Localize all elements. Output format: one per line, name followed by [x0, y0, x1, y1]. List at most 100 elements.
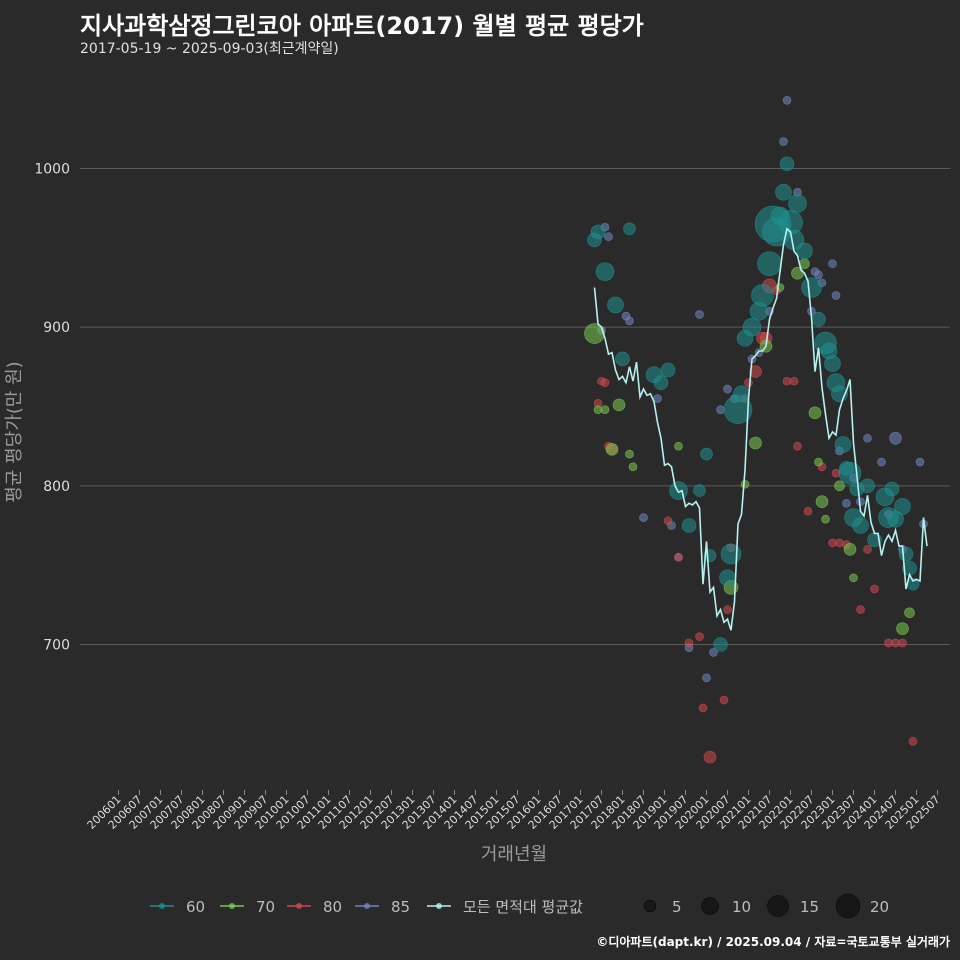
point-85-32: [863, 433, 872, 443]
point-60-2: [595, 262, 615, 281]
point-60-37: [824, 355, 841, 372]
point-80-6: [674, 552, 683, 562]
legend: 60 70 80 85 모든 면적대 평균값 5 10 15 20: [150, 893, 889, 919]
point-60-18: [733, 385, 750, 403]
point-85-12: [709, 648, 718, 657]
legend-size-label-15: 15: [800, 898, 819, 916]
point-85-20: [782, 95, 792, 105]
point-80-35: [898, 638, 907, 648]
legend-size-circle-15: [767, 895, 789, 917]
point-85-29: [842, 498, 851, 508]
point-80-10: [703, 750, 717, 764]
legend-label-1: 70: [256, 898, 275, 916]
point-80-28: [835, 538, 844, 548]
point-60-7: [653, 375, 669, 391]
point-60-16: [720, 543, 742, 565]
y-axis-title: 평균 평당가(만 원): [4, 361, 25, 502]
point-70-4: [612, 398, 626, 412]
point-70-0: [584, 323, 605, 344]
point-80-15: [744, 378, 753, 388]
y-axis-ticks: 700 800 900 1000: [34, 162, 70, 654]
legend-size-label-20: 20: [870, 898, 889, 916]
chart-subtitle: 2017-05-19 ~ 2025-09-03(최근계약일): [80, 41, 339, 57]
legend-dot-2: [296, 903, 302, 909]
point-60-15: [719, 569, 736, 587]
point-80-7: [684, 638, 694, 648]
point-60-1: [590, 224, 606, 240]
legend-size-label-5: 5: [672, 898, 682, 916]
chart-title: 지사과학삼정그린코아 아파트(2017) 월별 평균 평당가: [80, 12, 644, 40]
point-85-26: [828, 259, 837, 269]
legend-dot-3: [364, 903, 370, 909]
point-85-27: [831, 291, 841, 300]
point-70-18: [821, 514, 830, 524]
point-70-5: [625, 449, 634, 459]
point-80-2: [600, 378, 610, 388]
point-60-50: [884, 481, 900, 497]
y-tick-label-900: 900: [43, 320, 70, 336]
point-85-10: [695, 310, 704, 319]
source-footer: ©디아파트(dapt.kr) / 2025.09.04 / 자료=국토교통부 실…: [596, 935, 950, 949]
point-70-10: [749, 436, 762, 450]
point-70-6: [628, 462, 638, 472]
point-60-46: [860, 478, 875, 494]
y-tick-label-1000: 1000: [34, 162, 70, 178]
point-70-3: [605, 443, 619, 456]
point-80-9: [698, 703, 708, 713]
point-70-2: [600, 405, 610, 414]
point-60-31: [788, 194, 807, 213]
legend-label-4: 모든 면적대 평균값: [463, 898, 583, 916]
point-60-51: [887, 510, 904, 528]
point-85-13: [716, 405, 725, 414]
legend-label-2: 80: [323, 898, 342, 916]
y-tick-label-800: 800: [43, 479, 70, 495]
point-60-22: [751, 284, 774, 307]
point-80-36: [908, 736, 918, 746]
point-70-21: [849, 573, 858, 583]
point-80-5: [663, 516, 673, 526]
legend-size-label-10: 10: [732, 898, 751, 916]
point-60-20: [742, 317, 762, 337]
point-60-32: [796, 242, 813, 260]
point-85-24: [814, 270, 823, 280]
point-60-53: [898, 546, 914, 562]
point-85-35: [889, 431, 902, 445]
point-70-22: [896, 622, 909, 635]
legend-size-circle-20: [835, 893, 861, 919]
point-60-10: [681, 518, 697, 533]
point-85-5: [639, 513, 648, 522]
point-70-17: [815, 495, 829, 509]
point-85-33: [877, 457, 886, 467]
y-tick-label-700: 700: [43, 638, 70, 654]
point-80-11: [719, 695, 729, 705]
legend-label-3: 85: [391, 898, 410, 916]
point-80-22: [789, 376, 799, 386]
x-axis-title: 거래년월: [481, 844, 547, 865]
point-60-45: [852, 517, 869, 534]
point-60-27: [775, 184, 792, 201]
point-85-37: [915, 457, 925, 467]
legend-dot-0: [159, 903, 165, 909]
point-60-4: [615, 351, 630, 367]
point-70-13: [791, 266, 804, 280]
point-70-23: [904, 607, 915, 619]
point-85-2: [604, 232, 613, 242]
point-60-5: [623, 222, 636, 236]
point-60-28: [779, 156, 795, 172]
point-70-19: [834, 480, 845, 492]
point-85-14: [723, 384, 732, 394]
point-60-12: [700, 447, 713, 461]
point-80-31: [863, 544, 872, 554]
point-70-16: [814, 457, 823, 467]
legend-dot-1: [229, 903, 235, 909]
point-85-19: [779, 137, 788, 146]
x-axis-ticks: 2006012006072007012007072008012008072009…: [85, 790, 943, 832]
legend-size-circle-5: [643, 899, 657, 913]
point-80-24: [803, 506, 813, 516]
average-line: [593, 227, 928, 631]
point-60-34: [811, 311, 826, 327]
point-85-4: [625, 316, 634, 326]
point-85-11: [702, 673, 711, 683]
point-60-14: [713, 637, 728, 652]
